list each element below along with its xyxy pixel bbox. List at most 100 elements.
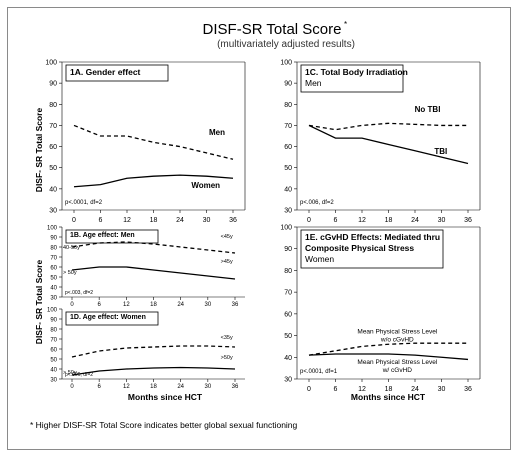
panel-title: 1E. cGvHD Effects: Mediated thru [305, 232, 440, 242]
figure-title-mark: * [344, 20, 347, 29]
y-tick-label: 100 [280, 60, 292, 67]
series-line-0 [73, 124, 234, 160]
x-tick-label: 24 [177, 302, 184, 308]
y-tick-label: 90 [49, 81, 57, 88]
series-label: Mean Physical Stress Level [357, 359, 437, 366]
x-tick-label: 18 [385, 386, 393, 393]
y-tick-label: 50 [284, 165, 292, 172]
age-group-label: 40-50y [63, 245, 80, 251]
y-tick-label: 50 [49, 165, 57, 172]
x-tick-label: 30 [438, 386, 446, 393]
y-tick-label: 100 [47, 226, 58, 232]
x-tick-label: 24 [176, 217, 184, 224]
x-tick-label: 6 [334, 217, 338, 224]
x-tick-label: 12 [123, 217, 131, 224]
series-label: <45y [221, 234, 233, 240]
series-label: >50y [221, 355, 233, 361]
panel-title-box [65, 64, 169, 82]
y-tick-label: 70 [50, 256, 57, 262]
x-tick-label: 36 [229, 217, 237, 224]
chart-panel-1e: 30 40 50 60 70 80 90 100 0 6 12 18 24 30 36 1E. cGvHD E… [280, 225, 481, 393]
panel-stat: p<.0001, df=1 [300, 369, 338, 375]
y-tick-label: 80 [284, 268, 292, 275]
age-group-label: > 50y [63, 270, 77, 276]
y-tick-label: 50 [50, 358, 57, 364]
x-tick-label: 24 [411, 386, 419, 393]
x-tick-label: 36 [232, 302, 239, 308]
panel-title: 1D. Age effect: Women [70, 314, 146, 321]
x-axis-label-left: Months since HCT [128, 392, 203, 402]
y-axis-label-bottom: DISF- SR Total Score [34, 260, 44, 345]
y-tick-label: 90 [284, 81, 292, 88]
x-tick-label: 30 [204, 384, 211, 390]
panel-stat: p<.006, df=2 [65, 372, 93, 378]
series-line-0 [71, 345, 236, 358]
chart-panel-1a: 30 40 50 60 70 80 90 100 0 6 12 18 24 30 36 1A. Gender … [45, 60, 246, 224]
series-line-1 [308, 353, 469, 361]
y-tick-label: 60 [50, 266, 57, 272]
y-tick-label: 90 [50, 236, 57, 242]
x-tick-label: 12 [123, 384, 130, 390]
panel-title: 1A. Gender effect [70, 67, 141, 77]
series-line-0 [308, 122, 468, 131]
y-tick-label: 80 [284, 102, 292, 109]
panel-title: 1C. Total Body Irradiation [305, 67, 408, 77]
x-tick-label: 12 [358, 386, 366, 393]
series-label: Mean Physical Stress Level [357, 328, 437, 335]
series-label: Men [209, 128, 225, 137]
y-tick-label: 70 [284, 123, 292, 130]
y-tick-label: 60 [50, 348, 57, 354]
x-tick-label: 18 [150, 217, 158, 224]
x-tick-label: 30 [203, 217, 211, 224]
panel-title: 1B. Age effect: Men [70, 232, 135, 239]
y-tick-label: 60 [284, 311, 292, 318]
panel-stat: p<.003, df=2 [65, 290, 93, 296]
x-tick-label: 30 [438, 217, 446, 224]
series-label-line2: w/ cGvHD [382, 367, 413, 374]
y-tick-label: 100 [47, 308, 58, 314]
y-tick-label: 30 [50, 378, 57, 384]
y-tick-label: 100 [45, 60, 57, 67]
panel-title-box [300, 64, 404, 93]
x-tick-label: 0 [307, 386, 311, 393]
y-tick-label: 30 [284, 208, 292, 215]
panel-subtitle: Men [305, 78, 322, 88]
y-tick-label: 90 [284, 246, 292, 253]
series-line-0 [308, 342, 468, 356]
chart-panel-1b: 30 40 50 60 70 80 90 100 0 6 12 18 24 30 36 1B. Age eff… [47, 226, 245, 308]
age-group-label: > 50y [63, 370, 77, 376]
x-tick-label: 24 [177, 384, 184, 390]
y-tick-label: 100 [280, 225, 292, 232]
y-tick-label: 40 [50, 286, 57, 292]
x-tick-label: 18 [150, 384, 157, 390]
y-tick-label: 90 [50, 318, 57, 324]
panel-title-box [300, 229, 444, 269]
panel-stat: p<.006, df=2 [300, 200, 334, 206]
x-tick-label: 6 [97, 384, 101, 390]
x-tick-label: 12 [123, 302, 130, 308]
figure-footnote: * Higher DISF-SR Total Score indicates b… [30, 420, 298, 430]
y-tick-label: 30 [50, 296, 57, 302]
x-tick-label: 30 [204, 302, 211, 308]
series-label: >45y [221, 259, 233, 265]
y-tick-label: 70 [284, 290, 292, 297]
x-tick-label: 12 [358, 217, 366, 224]
y-tick-label: 70 [50, 338, 57, 344]
y-tick-label: 30 [284, 377, 292, 384]
panel-title-box [65, 311, 159, 326]
x-axis-label-right: Months since HCT [351, 392, 426, 402]
series-label: No TBI [415, 105, 441, 114]
series-label: TBI [434, 147, 447, 156]
x-tick-label: 36 [464, 217, 472, 224]
chart-panel-1d: 30 40 50 60 70 80 90 100 0 6 12 18 24 30 36 1D. Age eff… [47, 308, 245, 390]
x-tick-label: 6 [334, 386, 338, 393]
series-label-line2: w/o cGvHD [380, 336, 414, 343]
panel-title-line: Composite Physical Stress [305, 243, 414, 253]
chart-panel-1c: 30 40 50 60 70 80 90 100 0 6 12 18 24 30 36 1C. Total B… [280, 60, 481, 224]
x-tick-label: 6 [99, 217, 103, 224]
x-tick-label: 0 [307, 217, 311, 224]
series-line-1 [308, 124, 469, 165]
figure-subtitle: (multivariately adjusted results) [217, 39, 355, 50]
y-tick-label: 80 [50, 328, 57, 334]
